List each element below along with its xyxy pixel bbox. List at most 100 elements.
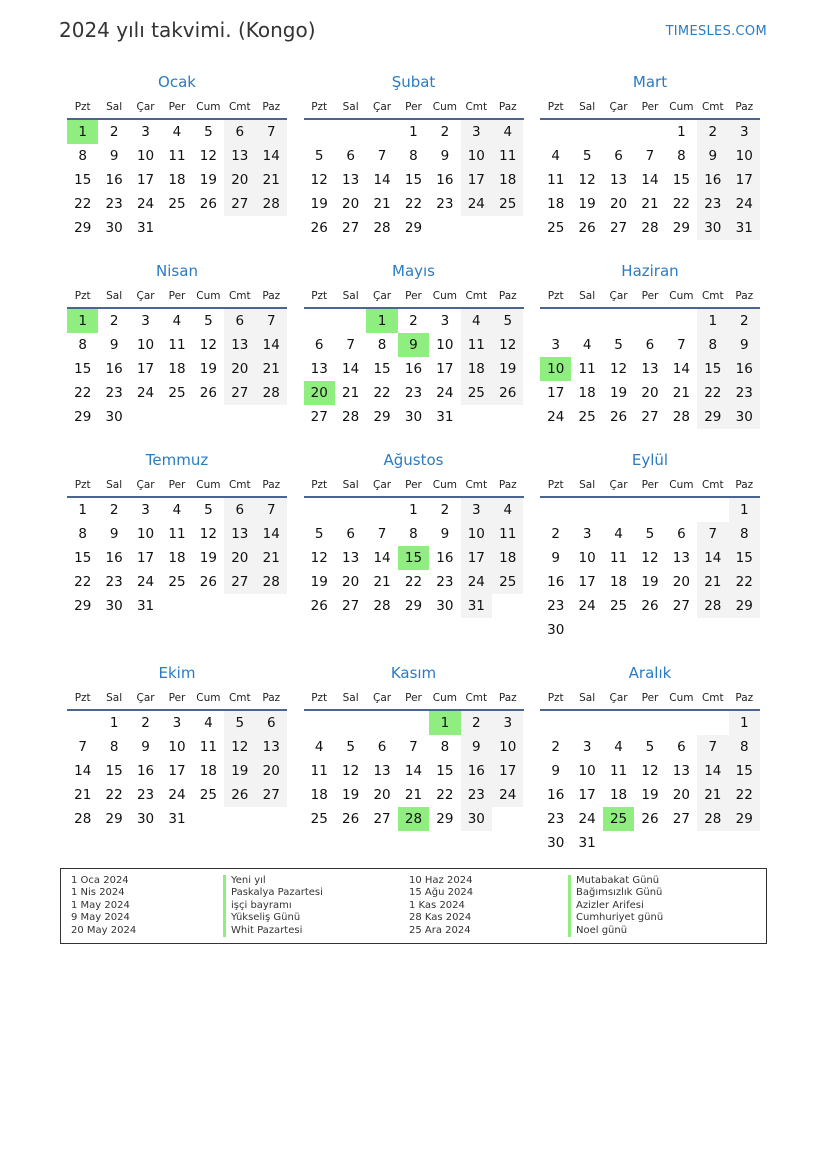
day-cell[interactable]: 14 bbox=[373, 172, 391, 188]
day-cell[interactable]: 2 bbox=[109, 502, 119, 518]
day-cell[interactable]: 20 bbox=[373, 787, 391, 803]
day-cell[interactable]: 7 bbox=[377, 526, 387, 542]
day-cell[interactable]: 6 bbox=[614, 148, 623, 164]
day-cell[interactable]: 8 bbox=[728, 735, 760, 759]
day-cell[interactable]: 4 bbox=[551, 148, 560, 164]
day-cell[interactable]: 30 bbox=[136, 811, 155, 827]
day-cell[interactable]: 13 bbox=[342, 550, 360, 566]
day-cell[interactable]: 22 bbox=[74, 574, 92, 590]
day-cell[interactable]: 17 bbox=[436, 361, 454, 377]
day-cell[interactable]: 11 bbox=[168, 526, 186, 542]
day-cell[interactable]: 31 bbox=[136, 220, 155, 236]
day-cell[interactable]: 23 bbox=[136, 787, 155, 803]
day-cell[interactable]: 30 bbox=[404, 409, 423, 425]
day-cell[interactable]: 6 bbox=[224, 498, 256, 522]
day-cell[interactable]: 19 bbox=[199, 361, 217, 377]
day-cell[interactable]: 29 bbox=[404, 220, 423, 236]
day-cell[interactable]: 21 bbox=[342, 385, 360, 401]
day-cell[interactable]: 25 bbox=[492, 192, 524, 216]
day-cell[interactable]: 2 bbox=[409, 313, 418, 329]
day-cell[interactable]: 1 bbox=[697, 309, 729, 333]
day-cell[interactable]: 14 bbox=[74, 763, 92, 779]
day-cell[interactable]: 28 bbox=[74, 811, 92, 827]
day-cell[interactable]: 13 bbox=[224, 522, 256, 546]
day-cell[interactable]: 10 bbox=[436, 337, 454, 353]
day-cell[interactable]: 17 bbox=[460, 168, 493, 192]
day-cell[interactable]: 18 bbox=[460, 357, 493, 381]
day-cell[interactable]: 23 bbox=[436, 196, 454, 212]
day-cell[interactable]: 9 bbox=[109, 148, 119, 164]
day-cell[interactable]: 26 bbox=[578, 220, 596, 236]
day-cell[interactable]: 1 bbox=[109, 715, 119, 731]
day-cell[interactable]: 6 bbox=[314, 337, 324, 353]
day-cell[interactable]: 6 bbox=[377, 739, 387, 755]
day-cell[interactable]: 7 bbox=[697, 522, 729, 546]
day-cell[interactable]: 21 bbox=[641, 196, 659, 212]
day-cell[interactable]: 2 bbox=[697, 120, 729, 144]
day-cell[interactable]: 1 bbox=[409, 124, 418, 140]
day-cell[interactable]: 25 bbox=[199, 787, 217, 803]
day-cell[interactable]: 26 bbox=[199, 574, 217, 590]
day-cell[interactable]: 26 bbox=[310, 598, 328, 614]
day-cell[interactable]: 27 bbox=[609, 220, 628, 236]
day-cell[interactable]: 27 bbox=[342, 220, 360, 236]
day-cell[interactable]: 3 bbox=[582, 739, 592, 755]
day-cell[interactable]: 8 bbox=[409, 526, 418, 542]
day-cell[interactable]: 8 bbox=[78, 337, 87, 353]
day-cell[interactable]: 9 bbox=[440, 526, 450, 542]
day-cell[interactable]: 20 bbox=[672, 787, 690, 803]
day-cell[interactable]: 22 bbox=[672, 196, 690, 212]
day-cell[interactable]: 18 bbox=[168, 550, 186, 566]
day-cell[interactable]: 28 bbox=[342, 409, 360, 425]
holiday-day[interactable]: 9 bbox=[397, 333, 430, 357]
day-cell[interactable]: 29 bbox=[74, 220, 92, 236]
day-cell[interactable]: 27 bbox=[672, 598, 690, 614]
day-cell[interactable]: 19 bbox=[199, 550, 217, 566]
day-cell[interactable]: 23 bbox=[728, 381, 760, 405]
holiday-day[interactable]: 10 bbox=[540, 357, 572, 381]
day-cell[interactable]: 19 bbox=[199, 172, 217, 188]
day-cell[interactable]: 4 bbox=[492, 498, 524, 522]
day-cell[interactable]: 11 bbox=[199, 739, 217, 755]
day-cell[interactable]: 30 bbox=[105, 409, 123, 425]
day-cell[interactable]: 12 bbox=[609, 361, 628, 377]
day-cell[interactable]: 8 bbox=[409, 148, 418, 164]
day-cell[interactable]: 10 bbox=[728, 144, 760, 168]
day-cell[interactable]: 21 bbox=[255, 168, 287, 192]
day-cell[interactable]: 17 bbox=[578, 787, 596, 803]
day-cell[interactable]: 29 bbox=[74, 409, 92, 425]
day-cell[interactable]: 2 bbox=[141, 715, 150, 731]
day-cell[interactable]: 29 bbox=[728, 594, 760, 618]
day-cell[interactable]: 10 bbox=[136, 148, 155, 164]
day-cell[interactable]: 24 bbox=[436, 385, 454, 401]
day-cell[interactable]: 2 bbox=[440, 502, 450, 518]
day-cell[interactable]: 29 bbox=[105, 811, 123, 827]
day-cell[interactable]: 26 bbox=[641, 598, 659, 614]
day-cell[interactable]: 3 bbox=[551, 337, 560, 353]
holiday-day[interactable]: 1 bbox=[67, 120, 99, 144]
day-cell[interactable]: 15 bbox=[373, 361, 391, 377]
day-cell[interactable]: 6 bbox=[255, 711, 287, 735]
day-cell[interactable]: 29 bbox=[373, 409, 391, 425]
day-cell[interactable]: 31 bbox=[168, 811, 186, 827]
day-cell[interactable]: 5 bbox=[492, 309, 524, 333]
day-cell[interactable]: 2 bbox=[460, 711, 493, 735]
day-cell[interactable]: 29 bbox=[672, 220, 690, 236]
day-cell[interactable]: 15 bbox=[697, 357, 729, 381]
day-cell[interactable]: 21 bbox=[697, 570, 729, 594]
day-cell[interactable]: 20 bbox=[342, 196, 360, 212]
day-cell[interactable]: 19 bbox=[310, 574, 328, 590]
day-cell[interactable]: 18 bbox=[199, 763, 217, 779]
day-cell[interactable]: 10 bbox=[578, 550, 596, 566]
day-cell[interactable]: 7 bbox=[645, 148, 655, 164]
day-cell[interactable]: 15 bbox=[105, 763, 123, 779]
day-cell[interactable]: 25 bbox=[578, 409, 596, 425]
day-cell[interactable]: 30 bbox=[105, 220, 123, 236]
day-cell[interactable]: 16 bbox=[460, 759, 493, 783]
day-cell[interactable]: 13 bbox=[255, 735, 287, 759]
day-cell[interactable]: 15 bbox=[404, 172, 423, 188]
day-cell[interactable]: 22 bbox=[436, 787, 454, 803]
day-cell[interactable]: 8 bbox=[377, 337, 387, 353]
day-cell[interactable]: 21 bbox=[697, 783, 729, 807]
holiday-day[interactable]: 20 bbox=[303, 381, 335, 405]
